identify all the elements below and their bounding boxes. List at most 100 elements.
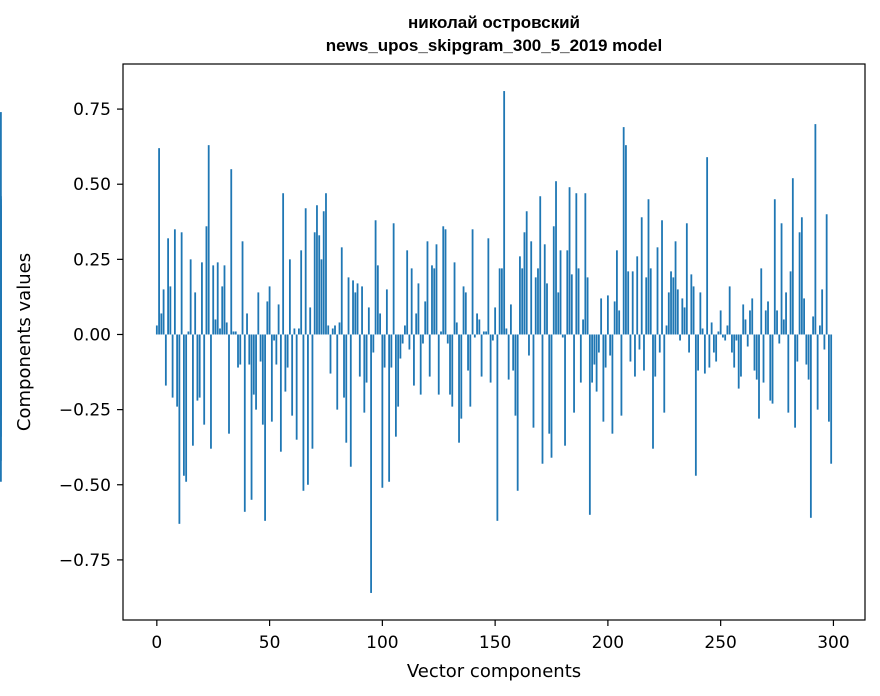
bar (575, 193, 578, 335)
bar (681, 298, 684, 335)
bar (194, 292, 197, 335)
bar (812, 316, 815, 335)
bar (162, 289, 165, 335)
bar (453, 262, 456, 335)
bar (225, 322, 228, 335)
bar (510, 304, 512, 335)
chart-title: николай островский (408, 13, 580, 32)
bar (715, 334, 718, 362)
bar (388, 334, 391, 482)
bar (273, 334, 275, 341)
bar (259, 334, 262, 362)
bar (712, 334, 715, 353)
bar (685, 223, 688, 335)
bar (604, 334, 607, 368)
bar (352, 280, 354, 335)
bar (358, 334, 361, 377)
bar (327, 325, 330, 335)
bar (514, 334, 517, 416)
bar (160, 313, 163, 335)
bar (541, 334, 544, 464)
bar (282, 193, 285, 335)
bar (0, 334, 2, 389)
bar (406, 250, 409, 335)
chart-subtitle: news_upos_skipgram_300_5_2019 model (326, 36, 662, 55)
bar (207, 145, 210, 335)
bar (566, 250, 569, 335)
bar (773, 199, 776, 335)
bar (413, 334, 415, 386)
bar (769, 334, 772, 401)
x-tick-label: 50 (259, 633, 281, 653)
bar (620, 334, 623, 416)
bar (719, 310, 722, 335)
bar (302, 334, 305, 491)
bar (523, 232, 526, 335)
bar (661, 220, 663, 335)
bar (561, 334, 564, 338)
bar (433, 268, 436, 335)
bar (485, 331, 487, 335)
bar (180, 232, 183, 335)
bar (173, 229, 176, 335)
bar (663, 334, 666, 413)
bar (737, 334, 740, 389)
bar (370, 334, 372, 593)
bar (404, 325, 406, 335)
bar (216, 262, 219, 335)
bar (158, 148, 160, 335)
bar (800, 217, 803, 335)
bar (171, 334, 174, 398)
bar (640, 217, 643, 335)
bar (228, 334, 230, 434)
bar (656, 247, 659, 335)
bar (825, 214, 828, 335)
bar (426, 241, 429, 335)
bar (771, 334, 774, 404)
bar (331, 328, 334, 335)
bar (442, 226, 445, 335)
bar (437, 334, 440, 395)
bar (699, 292, 702, 335)
bar (322, 211, 325, 335)
bar (458, 334, 460, 443)
bar (507, 334, 510, 380)
bar (243, 334, 246, 512)
bar (798, 232, 801, 335)
bar (250, 334, 253, 500)
bar (201, 262, 203, 335)
bar (252, 334, 255, 395)
bar (744, 319, 747, 335)
bar (279, 334, 282, 452)
bar (295, 334, 298, 440)
y-tick-label: −0.25 (59, 401, 111, 421)
bar (751, 298, 754, 335)
bar (805, 334, 808, 365)
bar (266, 301, 269, 335)
bar (742, 304, 745, 335)
bar (708, 334, 711, 368)
bar (814, 124, 817, 335)
bar (726, 325, 729, 335)
bar (740, 334, 742, 377)
bar (658, 334, 661, 353)
bar (397, 334, 400, 407)
bar (192, 334, 194, 446)
bar (356, 283, 359, 335)
y-tick-label: 0.50 (73, 175, 111, 195)
bar (189, 259, 192, 335)
bar (164, 334, 167, 386)
bar (345, 334, 348, 443)
bar (791, 178, 794, 335)
y-tick-label: 0.25 (73, 250, 111, 270)
bar (728, 286, 731, 335)
bar (246, 313, 248, 335)
bar (618, 310, 621, 335)
bar (212, 265, 215, 335)
bar (187, 331, 190, 335)
bar (286, 334, 289, 368)
bar (586, 277, 589, 335)
bar (503, 91, 506, 335)
bar (760, 268, 763, 335)
bar (570, 274, 573, 335)
